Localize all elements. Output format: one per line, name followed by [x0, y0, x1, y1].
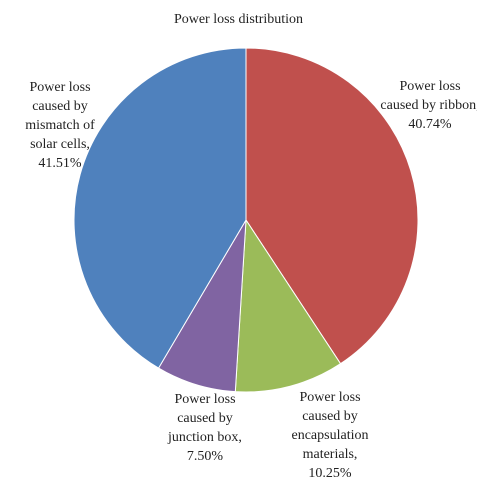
- value-label: 7.50%: [186, 449, 224, 464]
- slice-label: Power loss caused by encapsulation mater…: [280, 388, 380, 483]
- category-label: Power loss caused by encapsulation mater…: [291, 390, 369, 462]
- category-label: Power loss caused by junction box,: [168, 392, 242, 445]
- pie-slice: [73, 47, 247, 369]
- category-label: Power loss caused by mismatch of solar c…: [25, 80, 95, 152]
- slice-label: Power loss caused by ribbon, 40.74%: [380, 77, 477, 134]
- value-label: 41.51%: [38, 156, 82, 171]
- slice-label: Power loss caused by mismatch of solar c…: [10, 78, 110, 173]
- category-label: Power loss caused by ribbon,: [380, 79, 477, 113]
- chart-title: Power loss distribution: [173, 12, 304, 27]
- value-label: 10.25%: [308, 466, 352, 481]
- value-label: 40.74%: [408, 117, 452, 132]
- slice-label: Power loss caused by junction box, 7.50%: [155, 390, 255, 466]
- pie-slice: [234, 218, 342, 393]
